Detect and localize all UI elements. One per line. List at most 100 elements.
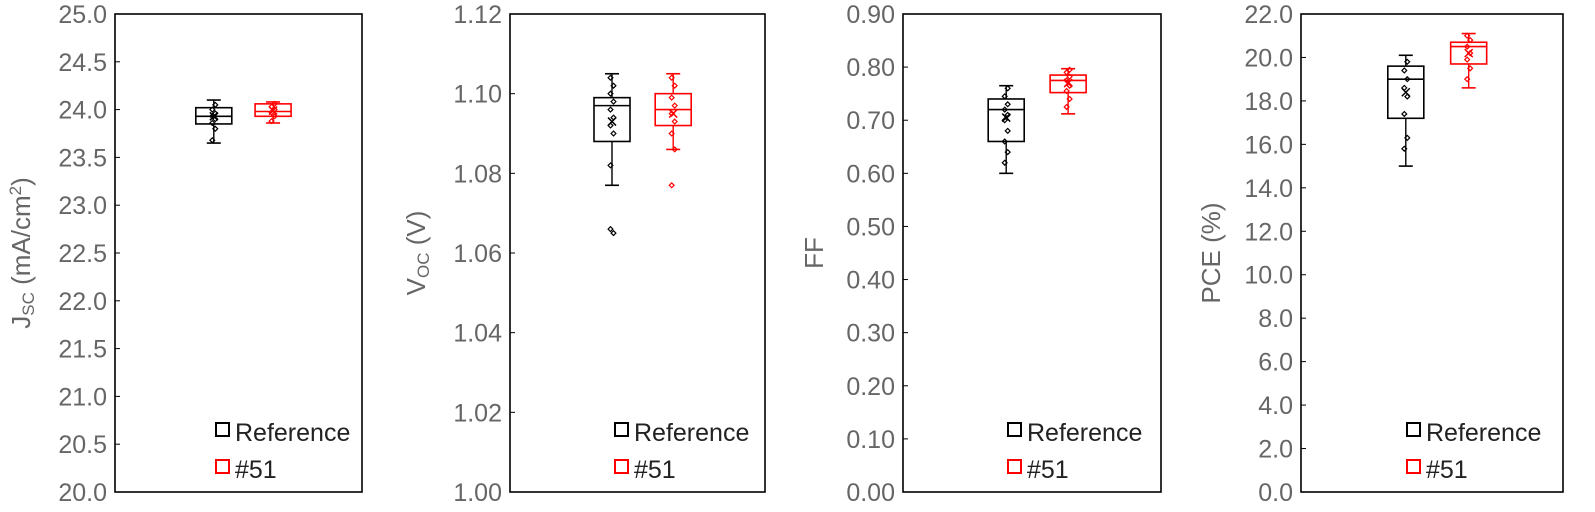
data-point: [1066, 82, 1073, 89]
y-tick-label: 18.0: [1244, 88, 1293, 116]
data-point: [1001, 93, 1008, 100]
y-tick-label: 6.0: [1258, 349, 1293, 377]
data-point: [1401, 110, 1408, 118]
data-point: [1404, 58, 1411, 66]
y-tick-label: 1.06: [453, 240, 502, 268]
y-tick-label: 16.0: [1244, 131, 1293, 159]
data-point: [1001, 138, 1008, 145]
data-point: [610, 98, 617, 105]
boxes: [1387, 32, 1488, 167]
y-tick-label: 0.0: [1258, 479, 1293, 507]
data-point: [671, 118, 678, 125]
y-tick-label: 10.0: [1244, 262, 1293, 290]
y-label-rest: (mA/cm: [6, 195, 36, 292]
y-tick-label: 1.00: [453, 479, 502, 507]
y-label-sup: 2: [6, 186, 25, 195]
y-tick-labels: 0.0 2.0 4.0 6.0 8.0 10.0 12.0 14.0 16.0 18.0 20.0 2…: [1244, 1, 1306, 507]
legend: Reference #51: [1007, 419, 1142, 484]
y-tick-label: 23.0: [58, 192, 107, 220]
y-label-rest: (V): [401, 211, 431, 253]
legend-label-51: #51: [235, 456, 277, 484]
y-tick-label: 0.30: [846, 320, 895, 348]
y-tick-label: 21.0: [58, 383, 107, 411]
y-tick-labels: 20.0 20.5 21.0 21.5 22.0 22.5 23.0 23.5 24.0 24.5…: [58, 1, 120, 507]
panel-ff: 0.00 0.10 0.20 0.30 0.40 0.50 0.60 0.70 0.80 0.90…: [799, 1, 1162, 507]
y-tick-label: 1.12: [453, 1, 502, 29]
y-tick-label: 1.04: [453, 320, 502, 348]
y-label-sub: SC: [19, 292, 38, 316]
legend: Reference #51: [614, 419, 749, 484]
data-point: [668, 182, 675, 189]
data-point: [1063, 103, 1070, 111]
data-point: [268, 117, 275, 125]
y-tick-label: 22.0: [58, 288, 107, 316]
y-tick-label: 23.5: [58, 144, 107, 172]
data-point: [1401, 67, 1408, 74]
y-tick-label: 0.10: [846, 426, 895, 454]
y-tick-label: 24.0: [58, 97, 107, 125]
y-tick-label: 0.60: [846, 160, 895, 188]
y-tick-label: 20.0: [1244, 44, 1293, 72]
panel-jsc: 20.0 20.5 21.0 21.5 22.0 22.5 23.0 23.5 24.0 24.5…: [6, 1, 363, 507]
data-point: [1001, 159, 1008, 166]
data-point: [271, 100, 278, 108]
legend-swatch-reference: [614, 422, 629, 437]
data-point: [1401, 145, 1408, 152]
box-reference: [1387, 54, 1425, 167]
box-51: [1049, 66, 1087, 115]
legend-swatch-51: [1007, 459, 1022, 474]
data-point: [610, 82, 617, 89]
y-tick-label: 0.70: [846, 107, 895, 135]
y-tick-label: 20.5: [58, 431, 107, 459]
legend-swatch-reference: [1406, 422, 1421, 437]
y-tick-labels: 1.00 1.02 1.04 1.06 1.08 1.10 1.12: [453, 1, 515, 507]
legend-label-reference: Reference: [1027, 419, 1142, 447]
data-point: [212, 101, 219, 109]
y-label-main: FF: [799, 237, 829, 269]
data-point: [1063, 87, 1070, 95]
y-tick-label: 0.50: [846, 213, 895, 241]
legend-label-51: #51: [1027, 456, 1069, 484]
data-point: [607, 106, 614, 113]
boxes: [987, 66, 1087, 175]
legend-label-reference: Reference: [235, 419, 350, 447]
data-point: [671, 102, 678, 109]
data-point: [668, 74, 675, 81]
legend-swatch-reference: [215, 422, 230, 437]
y-label-main: PCE (%): [1196, 202, 1226, 303]
legend-swatch-51: [215, 459, 230, 474]
legend-label-51: #51: [1426, 456, 1468, 484]
data-point: [209, 119, 216, 127]
data-point: [607, 162, 614, 169]
data-point: [668, 94, 675, 101]
legend-label-51: #51: [634, 456, 676, 484]
mean-marker: [1401, 87, 1411, 97]
data-point: [1463, 75, 1471, 83]
legend-label-reference: Reference: [634, 419, 749, 447]
y-tick-label: 22.0: [1244, 1, 1293, 29]
data-point: [212, 125, 219, 132]
legend-swatch-reference: [1007, 422, 1022, 437]
box-51: [1449, 32, 1488, 89]
box-reference: [593, 72, 631, 237]
y-tick-label: 0.20: [846, 373, 895, 401]
box-iqr: [987, 98, 1026, 143]
data-point: [1066, 73, 1073, 80]
y-tick-label: 8.0: [1258, 305, 1293, 333]
y-tick-label: 1.02: [453, 399, 502, 427]
data-point: [1463, 43, 1471, 50]
plot-frame: [1300, 13, 1564, 493]
y-axis-label: PCE (%): [1196, 202, 1226, 303]
data-point: [1004, 127, 1011, 135]
box-51: [254, 100, 292, 125]
plot-frame: [902, 13, 1162, 493]
y-tick-label: 1.10: [453, 81, 502, 109]
y-tick-label: 0.00: [846, 479, 895, 507]
data-point: [610, 130, 617, 137]
y-tick-label: 22.5: [58, 240, 107, 268]
data-point: [1466, 65, 1474, 72]
y-tick-label: 21.5: [58, 336, 107, 364]
data-point: [209, 106, 216, 113]
data-point: [610, 229, 617, 237]
